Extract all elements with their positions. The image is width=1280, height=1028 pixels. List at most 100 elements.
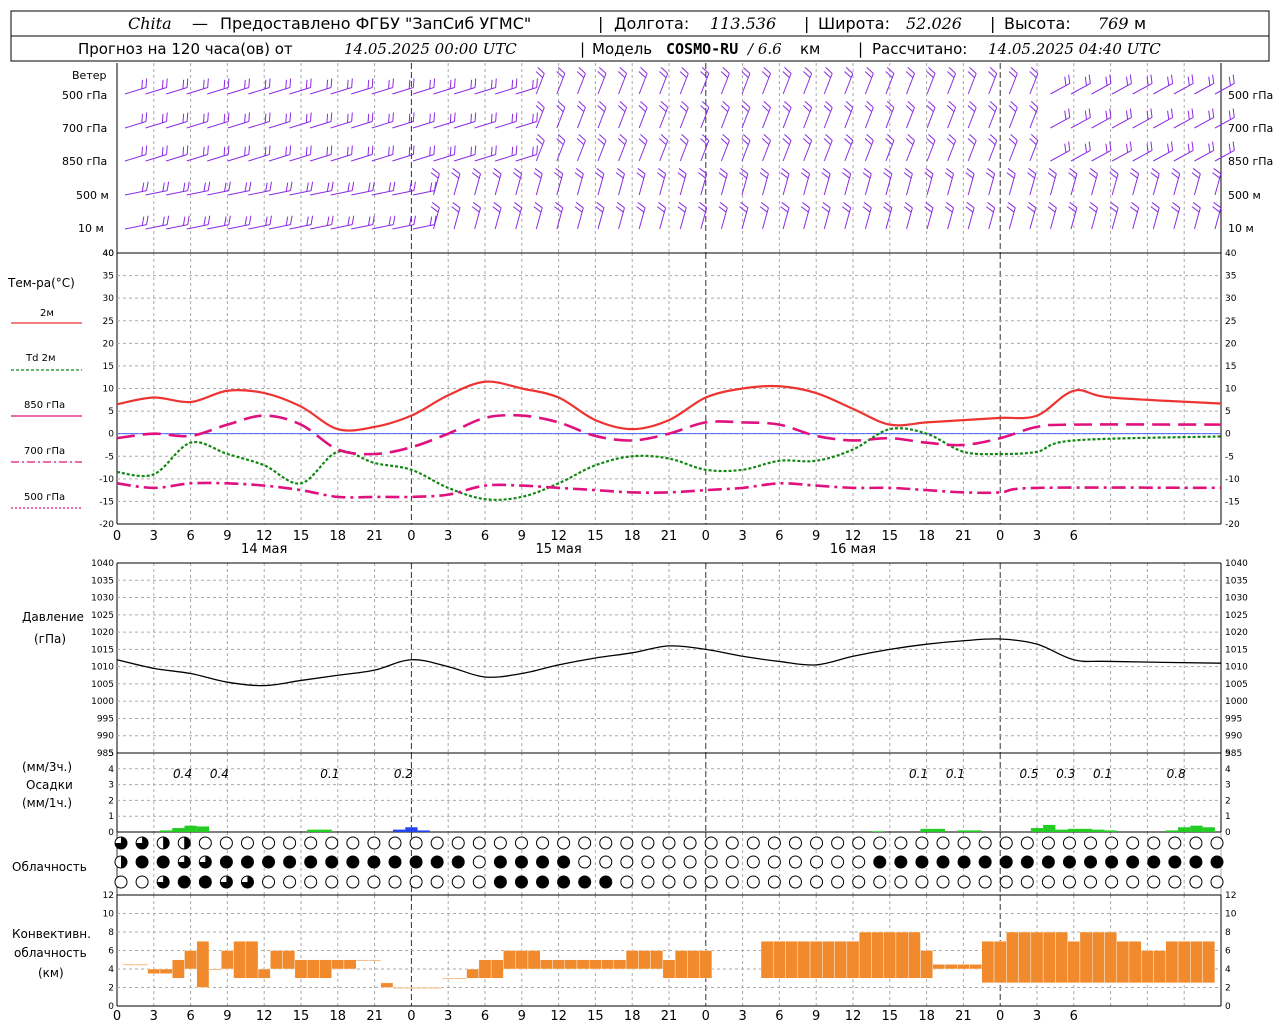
cloud-symbol	[1126, 836, 1140, 850]
cloud-symbol	[746, 855, 760, 869]
wind-barb-feather	[1187, 143, 1190, 153]
conv-bar	[1018, 931, 1032, 984]
wind-barb-feather	[719, 168, 728, 175]
precip-bar	[1202, 827, 1215, 832]
ytick-label: 2	[108, 796, 114, 806]
hour-tick-label: 3	[1033, 1009, 1041, 1024]
conv-bar	[908, 931, 921, 979]
wind-barb	[864, 140, 874, 162]
wind-barb-feather	[1129, 141, 1132, 151]
cloud-symbol	[1147, 855, 1161, 869]
ytick-label: -20	[99, 520, 114, 530]
wind-barb-feather	[842, 206, 850, 213]
wind-barb-feather	[269, 181, 272, 191]
temp-series-3	[116, 481, 1222, 499]
wind-barb-feather	[1151, 168, 1160, 175]
wind-barb-feather	[1187, 110, 1190, 120]
wind-barb-feather	[554, 206, 562, 213]
wind-barb-feather	[451, 172, 460, 179]
cloud-symbol	[894, 875, 908, 889]
wind-barb-feather	[1192, 202, 1201, 209]
wind-barb-feather	[490, 79, 493, 89]
ytick-label: -15	[99, 497, 114, 507]
wind-barb-feather	[555, 168, 564, 175]
wind-barb-feather	[1167, 110, 1170, 120]
wind-barb	[1050, 150, 1071, 162]
wind-barb	[782, 73, 792, 95]
wind-barb-feather	[907, 67, 915, 74]
model-res-unit: км	[800, 40, 820, 58]
conv-bar	[319, 959, 332, 979]
cloud-symbol	[746, 875, 760, 889]
wind-barb-feather	[207, 145, 209, 155]
wind-barb-feather	[392, 215, 396, 225]
wind-barb	[659, 73, 669, 95]
conv-bar	[895, 931, 909, 979]
hour-tick-label: 0	[407, 529, 415, 544]
ytick-label: 30	[103, 294, 115, 304]
wind-barb	[433, 87, 455, 95]
wind-barb	[679, 107, 689, 129]
wind-barb-feather	[306, 182, 309, 192]
conv-bar	[208, 968, 222, 971]
hour-tick-label: 3	[444, 529, 452, 544]
lat-value: 52.026	[906, 14, 962, 33]
conv-bar	[540, 959, 553, 970]
conv-bar	[478, 959, 492, 979]
wind-barb	[803, 207, 811, 230]
wind-barb-feather	[532, 79, 534, 89]
wind-barb	[556, 207, 564, 230]
hour-tick-label: 6	[775, 529, 783, 544]
grid-layer	[116, 63, 1222, 1007]
wind-barb-feather	[722, 134, 730, 141]
wind-barb-feather	[162, 216, 165, 226]
wind-barb-feather	[619, 67, 627, 74]
cloud-symbol	[662, 836, 676, 850]
temp-series-1	[116, 427, 1222, 501]
wind-barb	[371, 190, 394, 196]
cloud-symbol	[430, 875, 444, 889]
hour-tick-label: 12	[550, 529, 567, 544]
conv-bar	[441, 978, 455, 980]
ytick-label: -5	[1225, 452, 1234, 462]
wind-barb-feather	[162, 182, 165, 192]
wind-barb-feather	[454, 145, 456, 155]
lon-value: 113.536	[710, 14, 776, 33]
wind-barb-feather	[536, 112, 538, 122]
wind-barb-feather	[640, 101, 648, 108]
wind-barb	[1214, 117, 1235, 129]
conv-bar	[429, 987, 443, 989]
conv-bar	[932, 964, 946, 970]
wind-barb	[1070, 207, 1078, 230]
wind-barb-feather	[265, 216, 268, 226]
wind-barb-feather	[863, 168, 872, 175]
wind-barb-feather	[1068, 206, 1077, 213]
wind-barb-feather	[1150, 74, 1153, 84]
legend-850-label: 850 гПа	[24, 400, 65, 411]
wind-barb-feather	[637, 168, 646, 175]
wind-barb-feather	[429, 146, 431, 156]
ytick-label: 40	[103, 249, 115, 259]
conv-bar	[1116, 941, 1130, 984]
precip-title: Осадки	[26, 778, 73, 792]
wind-barb	[124, 154, 147, 162]
wind-barb-feather	[780, 206, 789, 213]
wind-barb-feather	[474, 145, 477, 155]
ytick-label: 35	[1225, 272, 1236, 282]
cloud-symbol	[915, 875, 929, 889]
hour-tick-label: 9	[223, 1009, 231, 1024]
cloud-symbol	[936, 855, 950, 869]
ytick-label: 990	[1225, 732, 1242, 742]
wind-barb	[597, 140, 607, 162]
cloud-symbol	[641, 855, 655, 869]
wind-barb-feather	[367, 182, 371, 192]
ytick-label: 0	[1225, 1002, 1231, 1012]
wind-barb-feather	[739, 206, 747, 213]
wind-barb-feather	[471, 206, 480, 213]
wind-barb	[700, 207, 708, 230]
cloud-symbol	[1084, 875, 1098, 889]
cloud-half	[121, 856, 127, 868]
wind-barb-feather	[1212, 108, 1215, 118]
wind-barb-feather	[1109, 108, 1112, 118]
ytick-label: 1015	[1225, 645, 1248, 655]
